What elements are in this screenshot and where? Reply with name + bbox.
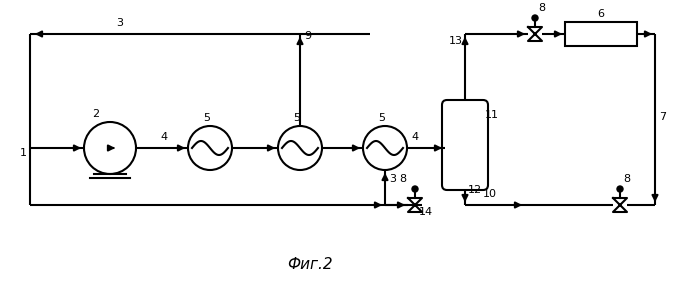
Text: 7: 7 [659,111,666,122]
Text: Фиг.2: Фиг.2 [287,257,333,272]
Text: 13: 13 [449,36,463,46]
Text: 5: 5 [203,113,210,123]
Text: 2: 2 [92,109,99,119]
Text: 10: 10 [483,189,497,199]
Circle shape [617,186,623,192]
Text: 3: 3 [389,175,396,184]
Bar [565,22,637,46]
Text: 14: 14 [419,207,433,217]
Text: 5: 5 [378,113,386,123]
Text: 8: 8 [538,3,545,13]
Text: 4: 4 [411,132,418,142]
Text: 8: 8 [624,174,630,184]
Circle shape [412,186,418,192]
Text: 3: 3 [117,18,124,28]
Text: 1: 1 [20,148,27,158]
Text: 8: 8 [399,174,407,184]
Text: 9: 9 [304,31,311,41]
Text: 12: 12 [468,185,482,195]
Text: 5: 5 [294,113,301,123]
Circle shape [532,15,538,21]
Text: 6: 6 [598,9,605,19]
Text: 4: 4 [161,132,168,142]
Text: 11: 11 [485,110,499,120]
